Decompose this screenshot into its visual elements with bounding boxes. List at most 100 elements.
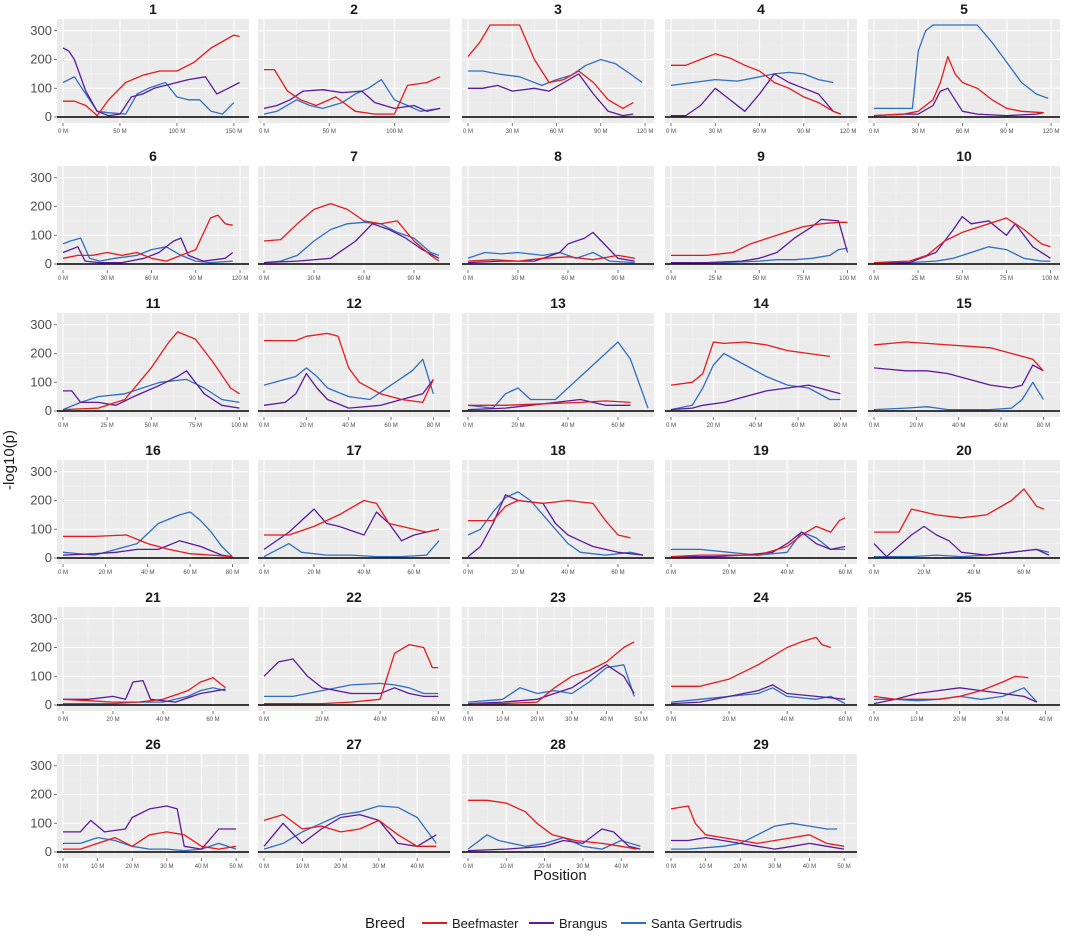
x-tick-label: 0 M bbox=[869, 276, 879, 282]
legend-item-santa-gertrudis: Santa Gertrudis bbox=[621, 916, 743, 931]
x-tick-label: 20 M bbox=[734, 864, 747, 870]
x-tick-label: 60 M bbox=[432, 717, 445, 723]
facet-panel-1: 0 M 50 M 100 M 150 M 1 0 100 200 300 bbox=[30, 1, 249, 135]
panel-title: 8 bbox=[554, 148, 562, 164]
x-tick-label: 0 M bbox=[58, 276, 68, 282]
legend-label-santa-gertrudis: Santa Gertrudis bbox=[651, 916, 743, 931]
panel-title: 4 bbox=[757, 1, 765, 17]
x-tick-label: 0 M bbox=[259, 129, 269, 135]
series-line-beefmaster bbox=[264, 499, 440, 536]
panel-background bbox=[868, 313, 1060, 417]
series-line-brangus bbox=[263, 658, 439, 698]
facet-panel-23: 0 M 10 M 20 M 30 M 40 M 50 M 23 bbox=[462, 589, 654, 723]
x-tick-label: 50 M bbox=[634, 717, 647, 723]
y-tick-label: 200 bbox=[30, 346, 52, 361]
x-tick-label: 40 M bbox=[156, 717, 169, 723]
panel-title: 21 bbox=[145, 589, 161, 605]
legend: Breed Beefmaster Brangus Santa Gertrudis bbox=[365, 915, 743, 932]
x-tick-label: 30 M bbox=[511, 276, 524, 282]
x-tick-label: 50 M bbox=[956, 276, 969, 282]
panel-background bbox=[665, 754, 857, 858]
x-tick-label: 30 M bbox=[996, 717, 1009, 723]
x-tick-label: 60 M bbox=[407, 570, 420, 576]
y-tick-label: 200 bbox=[30, 199, 52, 214]
x-tick-label: 60 M bbox=[839, 570, 852, 576]
panel-title: 22 bbox=[346, 589, 362, 605]
facet-panel-21: 0 M 20 M 40 M 60 M 21 0 100 200 300 bbox=[30, 589, 249, 723]
x-tick-label: 50 M bbox=[323, 129, 336, 135]
panel-background bbox=[462, 607, 654, 711]
x-tick-label: 90 M bbox=[189, 276, 202, 282]
panel-title: 18 bbox=[550, 442, 566, 458]
x-tick-label: 0 M bbox=[666, 129, 676, 135]
x-tick-label: 50 M bbox=[837, 864, 850, 870]
x-tick-label: 80 M bbox=[834, 423, 847, 429]
x-tick-label: 40 M bbox=[195, 864, 208, 870]
x-tick-label: 100 M bbox=[839, 276, 856, 282]
panel-background bbox=[258, 460, 450, 564]
facet-panel-3: 0 M 30 M 60 M 90 M 120 M 3 bbox=[462, 1, 654, 135]
series-line-beefmaster bbox=[468, 641, 635, 705]
series-line-brangus bbox=[671, 218, 849, 264]
x-tick-label: 0 M bbox=[58, 570, 68, 576]
x-tick-label: 10 M bbox=[500, 864, 513, 870]
x-tick-label: 40 M bbox=[342, 423, 355, 429]
series-line-brangus bbox=[263, 89, 441, 112]
series-line-brangus bbox=[62, 540, 233, 558]
series-line-santa-gertrudis bbox=[62, 76, 235, 115]
x-tick-label: 40 M bbox=[373, 717, 386, 723]
facet-panel-29: 0 M 10 M 20 M 30 M 40 M 50 M 29 bbox=[665, 736, 857, 870]
panel-background bbox=[258, 754, 450, 858]
x-tick-label: 60 M bbox=[956, 129, 969, 135]
panel-title: 27 bbox=[346, 736, 362, 752]
series-line-santa-gertrudis bbox=[264, 682, 439, 698]
x-tick-label: 40 M bbox=[780, 570, 793, 576]
series-line-beefmaster bbox=[671, 221, 848, 257]
x-tick-label: 0 M bbox=[58, 717, 68, 723]
facet-panel-14: 0 M 20 M 40 M 60 M 80 M 14 bbox=[665, 295, 857, 429]
panel-title: 28 bbox=[550, 736, 566, 752]
x-tick-label: 60 M bbox=[994, 423, 1007, 429]
series-line-beefmaster bbox=[670, 341, 830, 386]
panel-title: 25 bbox=[956, 589, 972, 605]
x-tick-label: 0 M bbox=[259, 717, 269, 723]
facet-panel-18: 0 M 20 M 40 M 60 M 18 bbox=[462, 442, 654, 576]
facet-panel-20: 0 M 20 M 40 M 60 M 20 bbox=[868, 442, 1060, 576]
x-tick-label: 60 M bbox=[183, 570, 196, 576]
y-tick-label: 300 bbox=[30, 170, 52, 185]
x-tick-label: 75 M bbox=[1000, 276, 1013, 282]
series-line-santa-gertrudis bbox=[467, 341, 649, 409]
series-line-beefmaster bbox=[874, 488, 1045, 533]
panel-background bbox=[665, 166, 857, 270]
panel-background bbox=[57, 607, 249, 711]
x-tick-label: 20 M bbox=[126, 864, 139, 870]
series-line-santa-gertrudis bbox=[62, 237, 233, 264]
x-tick-label: 100 M bbox=[386, 129, 403, 135]
x-tick-label: 40 M bbox=[967, 570, 980, 576]
series-line-brangus bbox=[63, 370, 240, 409]
y-tick-label: 100 bbox=[30, 374, 52, 389]
y-tick-label: 300 bbox=[30, 317, 52, 332]
panel-background bbox=[462, 166, 654, 270]
series-line-santa-gertrudis bbox=[468, 58, 643, 87]
x-tick-label: 20 M bbox=[538, 864, 551, 870]
series-line-beefmaster bbox=[873, 55, 1044, 117]
series-line-brangus bbox=[467, 664, 635, 705]
x-tick-label: 30 M bbox=[565, 717, 578, 723]
panel-title: 2 bbox=[350, 1, 358, 17]
series-line-beefmaster bbox=[467, 254, 635, 262]
panel-background bbox=[462, 460, 654, 564]
facet-panel-16: 0 M 20 M 40 M 60 M 80 M 16 0 100 200 300 bbox=[30, 442, 249, 576]
panel-background bbox=[665, 313, 857, 417]
x-tick-label: 0 M bbox=[869, 570, 879, 576]
panel-title: 1 bbox=[149, 1, 157, 17]
x-tick-label: 60 M bbox=[357, 276, 370, 282]
x-tick-label: 50 M bbox=[145, 423, 158, 429]
x-tick-label: 0 M bbox=[463, 717, 473, 723]
x-axis-label: Position bbox=[533, 867, 586, 884]
x-tick-label: 120 M bbox=[232, 276, 249, 282]
x-tick-label: 0 M bbox=[58, 864, 68, 870]
panel-title: 14 bbox=[753, 295, 769, 311]
panel-title: 7 bbox=[350, 148, 358, 164]
